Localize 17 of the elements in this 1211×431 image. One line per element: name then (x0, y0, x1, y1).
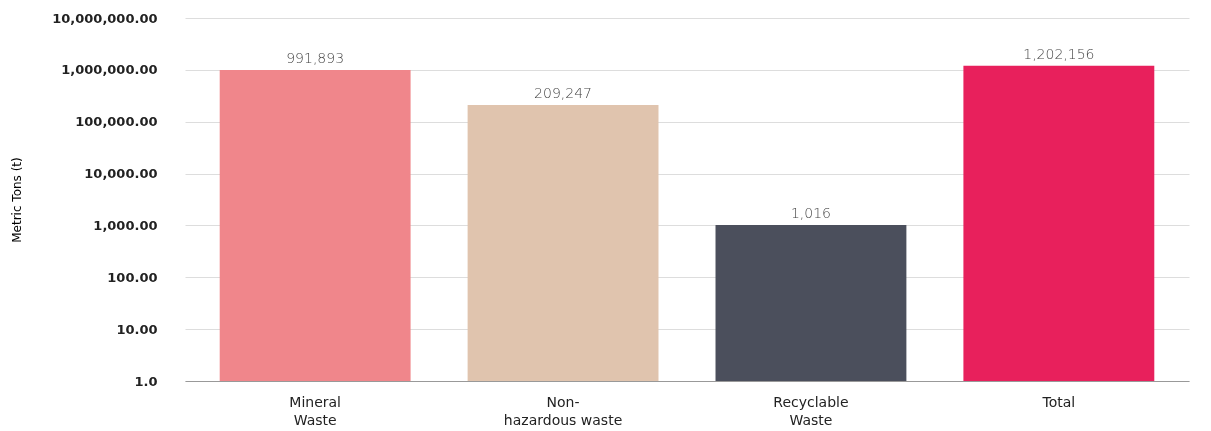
y-tick-label: 10,000.00 (84, 166, 158, 182)
x-tick-label: Total (1041, 393, 1076, 410)
y-axis-title: Metric Tons (t) (10, 157, 25, 243)
y-tick-label: 1,000.00 (93, 217, 158, 233)
y-tick-label: 100.00 (107, 269, 158, 285)
data-label: 1,202,156 (1023, 45, 1095, 62)
y-tick-label: 10,000,000.00 (52, 10, 158, 26)
y-tick-label: 1.0 (134, 373, 158, 389)
data-label: 1,016 (790, 205, 831, 222)
x-tick-label: Non- hazardous waste (503, 393, 623, 428)
y-tick-label: 1,000,000.00 (61, 62, 158, 78)
data-label: 209,247 (534, 85, 592, 102)
y-tick-label: 100,000.00 (75, 114, 158, 130)
data-label: 991,893 (286, 50, 345, 67)
y-tick-label: 10.00 (116, 321, 158, 337)
x-tick-label: Recyclable Waste (773, 393, 849, 428)
x-tick-label: Mineral Waste (289, 393, 341, 428)
